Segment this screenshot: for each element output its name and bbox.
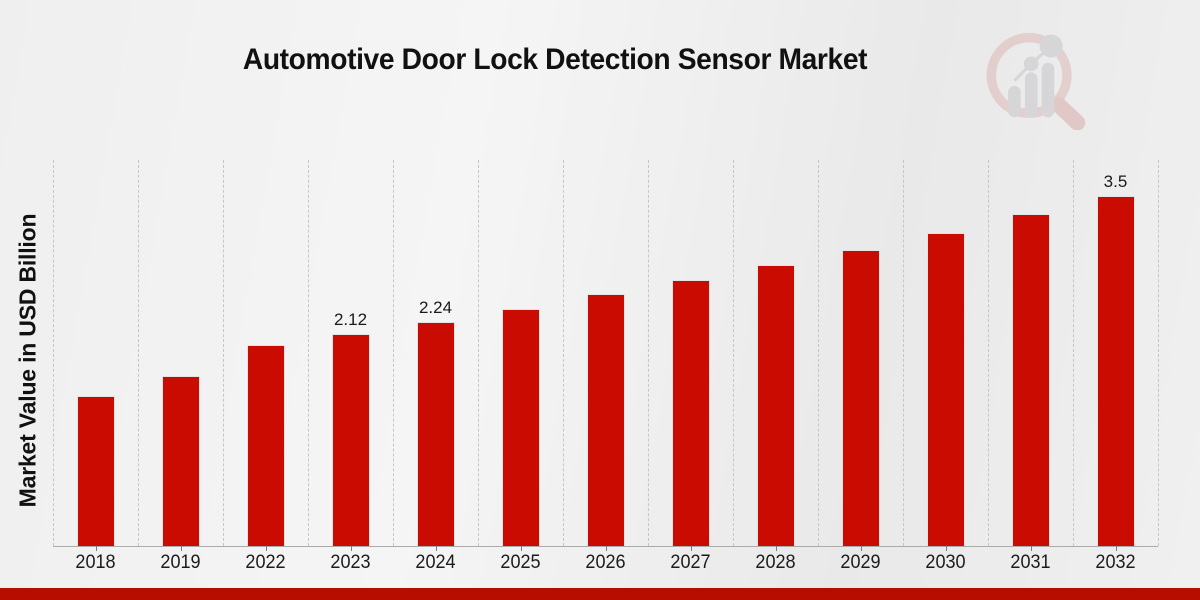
x-axis-label-2026: 2026 <box>585 552 626 573</box>
x-axis-label-2019: 2019 <box>160 552 201 573</box>
bar-2028 <box>756 265 795 546</box>
x-axis-label-2023: 2023 <box>330 552 371 573</box>
y-axis-label: Market Value in USD Billion <box>14 213 41 508</box>
bar-2018 <box>76 396 115 546</box>
x-axis-label-2027: 2027 <box>670 552 711 573</box>
bar-value-label-2023: 2.12 <box>333 310 368 329</box>
x-axis-tick <box>1115 546 1117 551</box>
x-axis-label-2022: 2022 <box>245 552 286 573</box>
logo-bar-large <box>1041 62 1055 118</box>
bar-2032 <box>1096 196 1135 546</box>
x-axis-tick <box>350 546 352 551</box>
vertical-gridline <box>648 160 649 546</box>
vertical-gridline <box>563 160 564 546</box>
x-axis-label-2024: 2024 <box>415 552 456 573</box>
x-axis-label-2025: 2025 <box>500 552 541 573</box>
x-axis-tick <box>95 546 97 551</box>
logo-bar-medium <box>1024 72 1038 118</box>
bar-2025 <box>501 309 540 546</box>
x-axis-tick <box>945 546 947 551</box>
x-axis-tick <box>1030 546 1032 551</box>
vertical-gridline <box>1073 160 1074 546</box>
x-axis-tick <box>690 546 692 551</box>
x-axis-tick <box>265 546 267 551</box>
vertical-gridline <box>53 160 54 546</box>
bar-2031 <box>1011 214 1050 546</box>
vertical-gridline <box>818 160 819 546</box>
x-axis-label-2029: 2029 <box>840 552 881 573</box>
vertical-gridline <box>1158 160 1159 546</box>
x-axis-label-2018: 2018 <box>75 552 116 573</box>
bar-value-label-2032: 3.5 <box>1103 172 1128 191</box>
vertical-gridline <box>393 160 394 546</box>
bar-value-label-2024: 2.24 <box>418 298 453 317</box>
chart-title: Automotive Door Lock Detection Sensor Ma… <box>242 43 868 76</box>
x-axis-label-2030: 2030 <box>925 552 966 573</box>
x-axis-label-2028: 2028 <box>755 552 796 573</box>
x-axis-label-2031: 2031 <box>1010 552 1051 573</box>
plot-area: 2018 2019 2022 2.12 2023 2.24 2024 2025 2026 2027… <box>53 160 1159 573</box>
bar-2029 <box>841 250 880 546</box>
vertical-gridline <box>223 160 224 546</box>
bar-2022 <box>246 345 285 546</box>
logo-dot-mid <box>1023 56 1039 72</box>
logo-bar-small <box>1008 85 1021 118</box>
logo-dot-top <box>1039 34 1063 58</box>
bar-2030 <box>926 233 965 546</box>
vertical-gridline <box>308 160 309 546</box>
brand-accent-strip <box>0 588 1200 600</box>
vertical-gridline <box>478 160 479 546</box>
vertical-gridline <box>988 160 989 546</box>
x-axis-tick <box>605 546 607 551</box>
x-axis-tick <box>180 546 182 551</box>
x-axis-tick <box>520 546 522 551</box>
bar-2019 <box>161 376 200 546</box>
bar-2023 <box>331 334 370 546</box>
magnifier-handle <box>1050 96 1086 130</box>
bar-2024 <box>416 322 455 546</box>
magnifier-bar-chart-logo-icon <box>986 32 1086 130</box>
vertical-gridline <box>733 160 734 546</box>
x-axis-tick <box>860 546 862 551</box>
x-axis-tick <box>775 546 777 551</box>
x-axis-label-2032: 2032 <box>1095 552 1136 573</box>
x-axis-tick <box>435 546 437 551</box>
vertical-gridline <box>903 160 904 546</box>
bar-2026 <box>586 294 625 546</box>
bar-2027 <box>671 280 710 546</box>
vertical-gridline <box>138 160 139 546</box>
